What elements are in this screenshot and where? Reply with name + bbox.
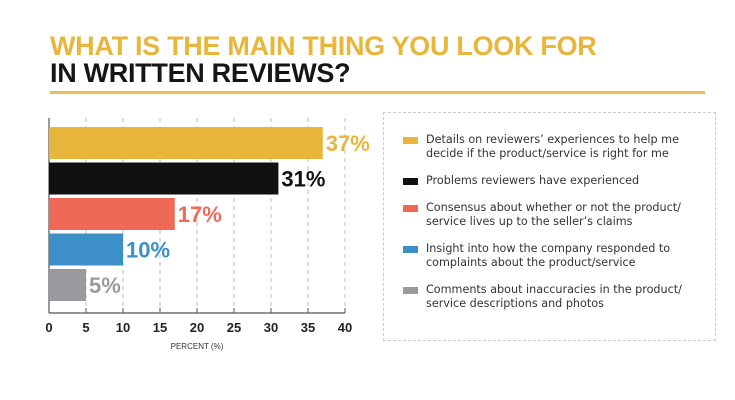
bar: [49, 162, 279, 195]
x-tick-label: 25: [227, 320, 241, 335]
x-tick-label: 35: [301, 320, 315, 335]
title-divider: [50, 91, 705, 94]
legend-item: Comments about inaccuracies in the produ…: [403, 283, 705, 311]
legend-swatch: [403, 178, 418, 185]
legend-swatch: [403, 137, 418, 144]
bar: [49, 198, 175, 230]
data-label: 31%: [281, 167, 325, 192]
legend: Details on reviewers’ experiences to hel…: [383, 112, 716, 341]
legend-label: Insight into how the company responded t…: [426, 242, 671, 269]
x-axis-label: PERCENT (%): [171, 342, 224, 351]
bar: [49, 269, 86, 301]
legend-item: Insight into how the company responded t…: [403, 242, 705, 270]
title-line-2: IN WRITTEN REVIEWS?: [50, 58, 351, 88]
legend-item: Problems reviewers have experienced: [403, 174, 705, 188]
x-tick-label: 0: [45, 320, 52, 335]
data-label: 17%: [178, 202, 222, 227]
x-tick-label: 15: [153, 320, 167, 335]
legend-item: Consensus about whether or not the produ…: [403, 201, 705, 229]
title-line-1: WHAT IS THE MAIN THING YOU LOOK FOR: [50, 31, 597, 61]
data-label: 10%: [126, 238, 170, 263]
legend-swatch: [403, 205, 418, 212]
x-tick-label: 40: [338, 320, 352, 335]
bar: [49, 127, 323, 159]
bar: [49, 233, 123, 266]
legend-label: Problems reviewers have experienced: [426, 174, 640, 187]
legend-label: Details on reviewers’ experiences to hel…: [426, 133, 679, 160]
data-label: 37%: [326, 131, 370, 156]
x-tick-label: 20: [190, 320, 204, 335]
x-tick-label: 30: [264, 320, 278, 335]
legend-label: Comments about inaccuracies in the produ…: [426, 283, 682, 310]
legend-label: Consensus about whether or not the produ…: [426, 201, 681, 228]
x-tick-label: 5: [82, 320, 89, 335]
legend-swatch: [403, 287, 418, 294]
x-tick-label: 10: [116, 320, 130, 335]
data-label: 5%: [89, 273, 121, 298]
legend-item: Details on reviewers’ experiences to hel…: [403, 133, 705, 161]
legend-swatch: [403, 246, 418, 253]
